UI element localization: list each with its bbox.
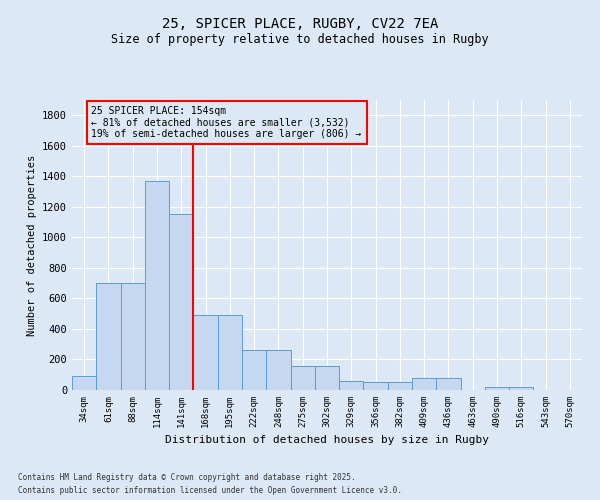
X-axis label: Distribution of detached houses by size in Rugby: Distribution of detached houses by size … <box>165 436 489 446</box>
Bar <box>388 382 412 390</box>
Bar <box>121 283 145 390</box>
Text: 25, SPICER PLACE, RUGBY, CV22 7EA: 25, SPICER PLACE, RUGBY, CV22 7EA <box>162 18 438 32</box>
Bar <box>315 366 339 390</box>
Bar <box>290 366 315 390</box>
Bar <box>436 378 461 390</box>
Bar <box>509 387 533 390</box>
Bar <box>485 387 509 390</box>
Bar <box>266 350 290 390</box>
Text: Contains public sector information licensed under the Open Government Licence v3: Contains public sector information licen… <box>18 486 402 495</box>
Bar <box>96 283 121 390</box>
Bar <box>145 181 169 390</box>
Text: 25 SPICER PLACE: 154sqm
← 81% of detached houses are smaller (3,532)
19% of semi: 25 SPICER PLACE: 154sqm ← 81% of detache… <box>91 106 362 140</box>
Bar <box>169 214 193 390</box>
Text: Size of property relative to detached houses in Rugby: Size of property relative to detached ho… <box>111 32 489 46</box>
Bar <box>218 315 242 390</box>
Bar <box>242 350 266 390</box>
Bar <box>339 381 364 390</box>
Bar <box>193 315 218 390</box>
Bar <box>412 378 436 390</box>
Bar <box>364 382 388 390</box>
Bar <box>72 376 96 390</box>
Y-axis label: Number of detached properties: Number of detached properties <box>26 154 37 336</box>
Text: Contains HM Land Registry data © Crown copyright and database right 2025.: Contains HM Land Registry data © Crown c… <box>18 474 356 482</box>
